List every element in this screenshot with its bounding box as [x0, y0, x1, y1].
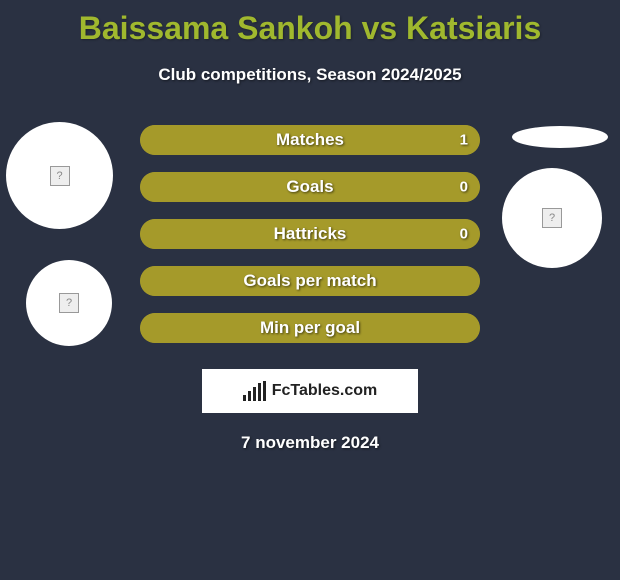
stat-row: Matches 1: [140, 125, 480, 155]
player1-avatar: ?: [6, 122, 113, 229]
page-subtitle: Club competitions, Season 2024/2025: [0, 65, 620, 85]
page-title: Baissama Sankoh vs Katsiaris: [0, 0, 620, 47]
stat-bar: Goals per match: [140, 266, 480, 296]
stat-row: Goals per match: [140, 266, 480, 296]
stat-bar: Goals 0: [140, 172, 480, 202]
player1-club-badge: ?: [26, 260, 112, 346]
broken-image-icon: ?: [542, 208, 562, 228]
stat-label: Min per goal: [140, 318, 480, 338]
stat-row: Hattricks 0: [140, 219, 480, 249]
stat-label: Goals per match: [140, 271, 480, 291]
stat-value: 0: [460, 226, 468, 243]
stat-bar: Matches 1: [140, 125, 480, 155]
stat-label: Goals: [140, 177, 480, 197]
stat-bar: Hattricks 0: [140, 219, 480, 249]
date-label: 7 november 2024: [0, 433, 620, 453]
player2-club-badge: [512, 126, 608, 148]
logo-text: FcTables.com: [272, 382, 378, 400]
stat-label: Matches: [140, 130, 480, 150]
broken-image-icon: ?: [59, 293, 79, 313]
stat-row: Min per goal: [140, 313, 480, 343]
logo-bars-icon: [243, 381, 266, 401]
broken-image-icon: ?: [50, 166, 70, 186]
stat-row: Goals 0: [140, 172, 480, 202]
stat-bar: Min per goal: [140, 313, 480, 343]
player2-avatar: ?: [502, 168, 602, 268]
stat-value: 1: [460, 132, 468, 149]
site-logo[interactable]: FcTables.com: [202, 369, 418, 413]
stat-value: 0: [460, 179, 468, 196]
stat-label: Hattricks: [140, 224, 480, 244]
